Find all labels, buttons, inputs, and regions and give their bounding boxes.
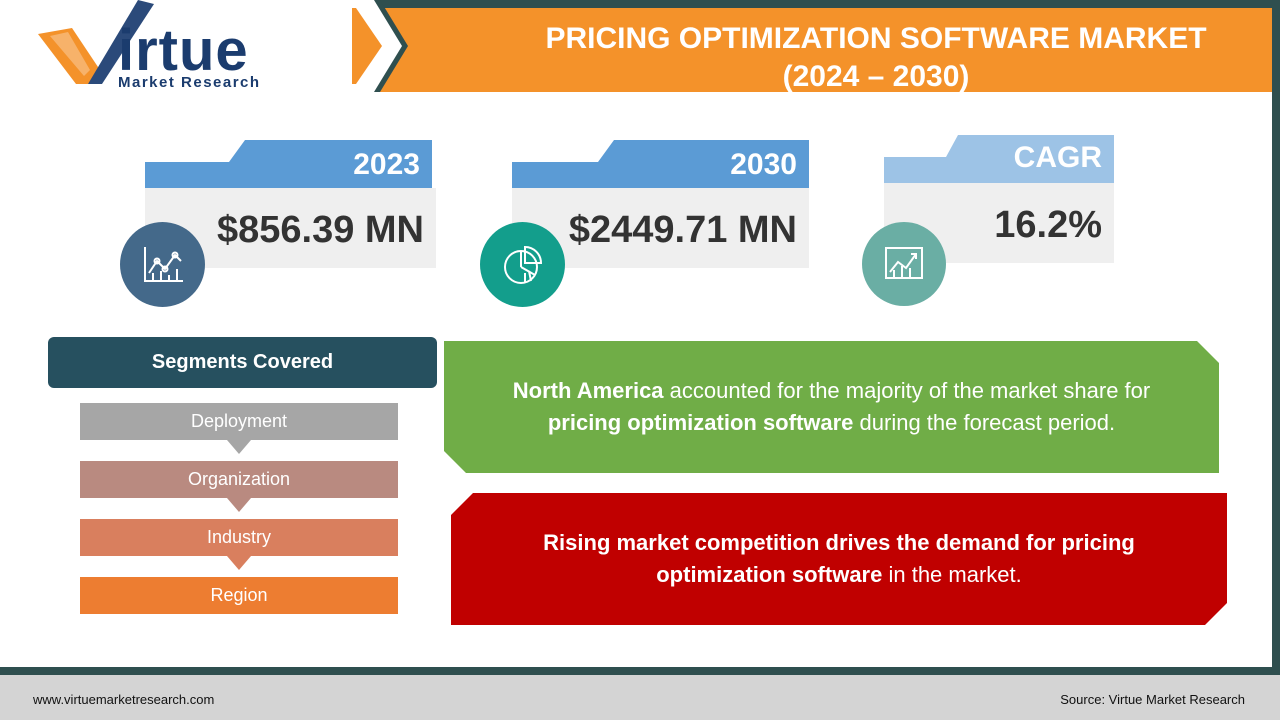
- driver-insight: Rising market competition drives the dem…: [543, 530, 1135, 587]
- header-banner: [380, 8, 1272, 92]
- tab-shape: [884, 135, 1114, 183]
- driver-insight-shape: [451, 493, 1227, 625]
- regional-insight: North America accounted for the majority…: [512, 378, 1151, 435]
- segment-arrow: [227, 498, 251, 512]
- header-top-strip: [380, 0, 1272, 8]
- stat-card-2023-tab: 2023: [145, 140, 432, 188]
- segment-arrow: [227, 440, 251, 454]
- pie-chart-icon: [480, 222, 565, 307]
- growth-chart-icon: [862, 222, 946, 306]
- segment-arrow: [227, 556, 251, 570]
- footer-source: Source: Virtue Market Research: [1060, 692, 1245, 707]
- stat-label: 2023: [353, 148, 420, 181]
- product-highlight: pricing optimization software: [547, 410, 854, 435]
- logo-subtitle: Market Research: [118, 74, 261, 91]
- region-highlight: North America: [512, 378, 664, 403]
- segment-industry: Industry: [80, 519, 398, 556]
- bottom-border: [0, 667, 1280, 675]
- segment-organization: Organization: [80, 461, 398, 498]
- tab-shape: [512, 140, 809, 188]
- regional-insight-shape: [444, 341, 1219, 473]
- page-title: PRICING OPTIMIZATION SOFTWARE MARKET (20…: [545, 22, 1207, 93]
- chevron-icon: [352, 0, 408, 92]
- segment-deployment: Deployment: [80, 403, 398, 440]
- right-border: [1272, 0, 1280, 667]
- logo-wordmark: irtue: [118, 18, 249, 83]
- stat-card-2030-tab: 2030: [512, 140, 809, 188]
- segments-heading: Segments Covered: [48, 337, 437, 388]
- stat-label: CAGR: [1013, 141, 1102, 174]
- footer-website[interactable]: www.virtuemarketresearch.com: [33, 692, 215, 707]
- stat-label: 2030: [730, 148, 797, 181]
- stat-card-cagr-tab: CAGR: [884, 135, 1114, 183]
- footer: www.virtuemarketresearch.com Source: Vir…: [0, 675, 1280, 720]
- line-chart-icon: [120, 222, 205, 307]
- logo-v-icon: [38, 0, 154, 84]
- tab-shape: [145, 140, 432, 188]
- segment-region: Region: [80, 577, 398, 614]
- driver-highlight: Rising market competition drives the dem…: [543, 530, 1135, 587]
